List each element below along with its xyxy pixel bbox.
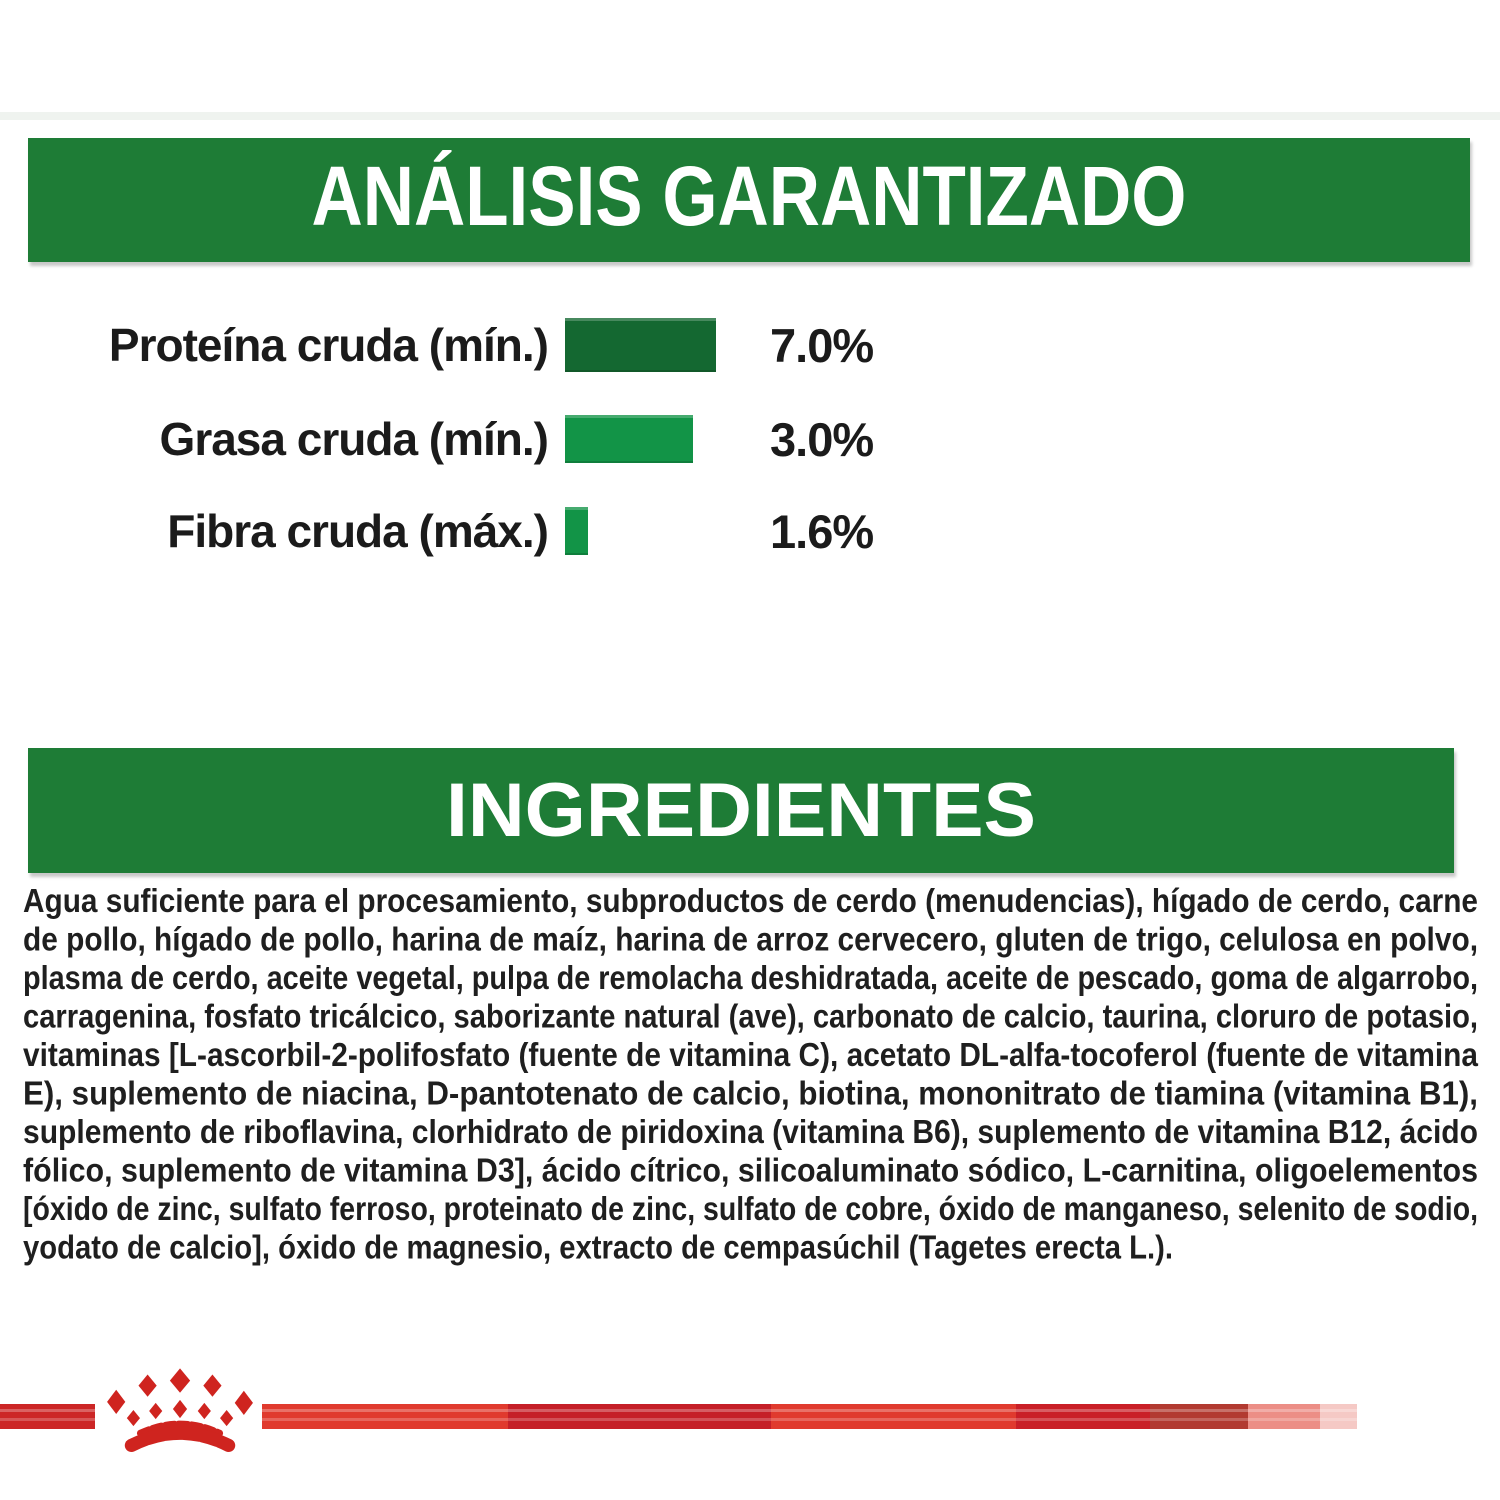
stripe-segment — [1320, 1404, 1357, 1429]
fat-bar — [565, 415, 693, 463]
ingredients-line: suplemento de riboflavina, clorhidrato d… — [23, 1114, 1478, 1151]
ingredients-line: [óxido de zinc, sulfato ferroso, protein… — [23, 1191, 1478, 1228]
protein-bar — [565, 318, 716, 372]
ingredients-line: carragenina, fosfato tricálcico, saboriz… — [23, 999, 1478, 1036]
analysis-title: ANÁLISIS GARANTIZADO — [312, 149, 1187, 243]
ingredients-line-last: yodato de calcio], óxido de magnesio, ex… — [23, 1230, 1173, 1267]
ingredients-line: fólico, suplemento de vitamina D3], ácid… — [23, 1153, 1478, 1190]
ingredients-title: INGREDIENTES — [446, 768, 1036, 853]
stripe-segment — [1150, 1404, 1248, 1429]
ingredients-line: vitaminas [L-ascorbil-2-polifosfato (fue… — [23, 1037, 1478, 1074]
ingredients-line: E), suplemento de niacina, D-pantotenato… — [23, 1076, 1478, 1113]
stripe-segment — [0, 1404, 95, 1429]
crown-svg — [107, 1368, 253, 1453]
ingredients-banner-svg: INGREDIENTES — [446, 768, 1036, 853]
ingredients-line: Agua suficiente para el procesamiento, s… — [23, 884, 1478, 920]
analysis-banner-svg: ANÁLISIS GARANTIZADO — [312, 149, 1187, 243]
fiber-label: Fibra cruda (máx.) — [167, 505, 549, 557]
fiber-bar — [565, 507, 588, 555]
analysis-row-fat: Grasa cruda (mín.) 3.0% — [70, 412, 1100, 466]
analysis-row-protein: Proteína cruda (mín.) 7.0% — [70, 318, 1100, 372]
ingredients-banner: INGREDIENTES — [28, 748, 1454, 873]
fat-value: 3.0% — [770, 412, 874, 466]
protein-label: Proteína cruda (mín.) — [108, 319, 549, 371]
fat-label: Grasa cruda (mín.) — [159, 413, 549, 465]
stripe-segment — [771, 1404, 1016, 1429]
stripe-segment — [1016, 1404, 1150, 1429]
fiber-value: 1.6% — [770, 504, 874, 558]
ingredients-paragraph: Agua suficiente para el procesamiento, s… — [23, 884, 1478, 1267]
royal-canin-crown-icon — [102, 1368, 256, 1456]
analysis-banner: ANÁLISIS GARANTIZADO — [28, 138, 1470, 262]
stripe-segment — [1248, 1404, 1320, 1429]
stripe-segment — [262, 1404, 508, 1429]
footer-stripe — [0, 1404, 1500, 1429]
ingredients-line: plasma de cerdo, aceite vegetal, pulpa d… — [23, 960, 1478, 997]
stripe-segment — [508, 1404, 771, 1429]
analysis-row-fiber: Fibra cruda (máx.) 1.6% — [70, 504, 1100, 558]
ingredients-line: de pollo, hígado de pollo, harina de maí… — [23, 922, 1478, 959]
protein-value: 7.0% — [770, 318, 874, 372]
top-crop-edge — [0, 112, 1500, 120]
